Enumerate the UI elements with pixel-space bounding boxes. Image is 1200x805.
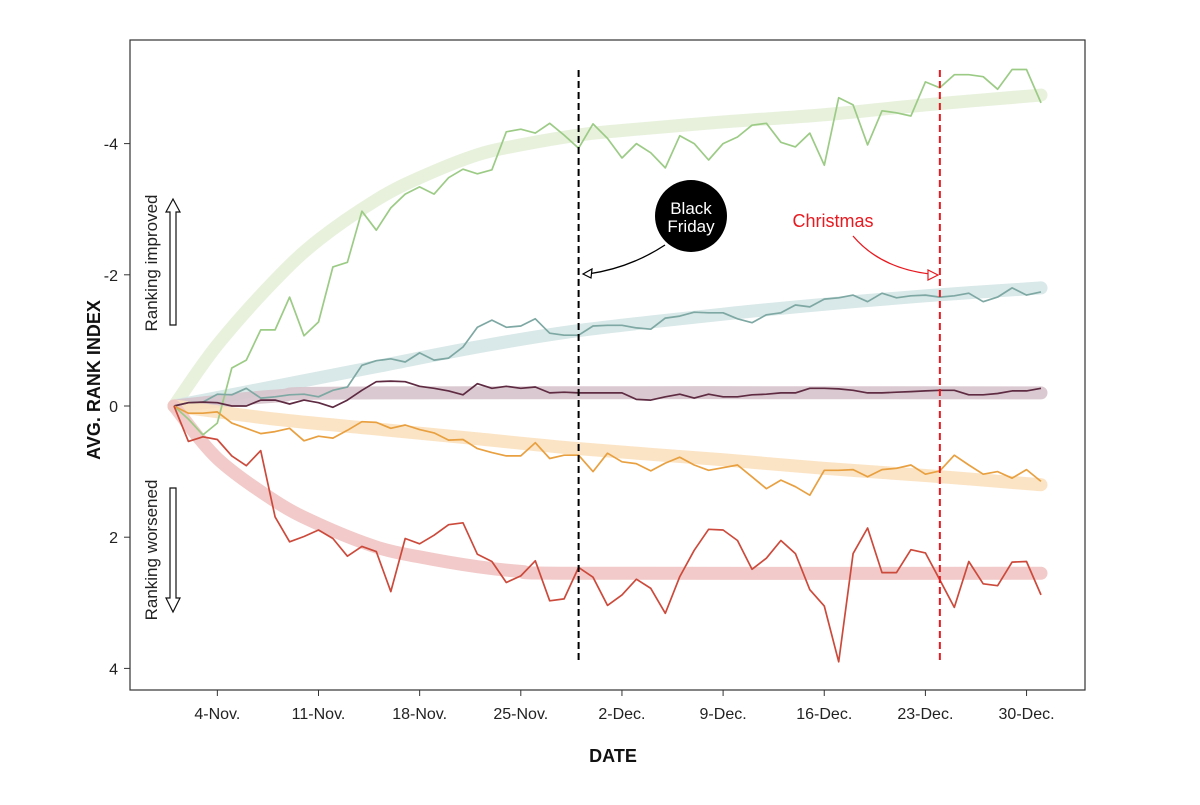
- black-friday-annotation: Black Friday: [581, 180, 727, 279]
- x-tick-label: 16-Dec.: [796, 706, 852, 723]
- x-tick-label: 4-Nov.: [194, 706, 240, 723]
- series-line-2: [173, 380, 1042, 409]
- x-ticks: 4-Nov. 11-Nov. 18-Nov. 25-Nov. 2-Dec. 9-Dec. 1…: [194, 690, 1055, 723]
- christmas-arrow: [852, 235, 931, 275]
- y-tick-label: -4: [104, 137, 118, 154]
- series-line-0: [173, 68, 1042, 436]
- x-tick-label: 11-Nov.: [292, 706, 346, 723]
- x-tick-label: 18-Nov.: [392, 706, 447, 723]
- x-tick-label: 23-Dec.: [897, 706, 953, 723]
- trend-line-3: [167, 399, 1048, 492]
- trend-line-0: [167, 88, 1048, 413]
- black-friday-label-line2: Friday: [667, 217, 715, 236]
- christmas-label: Christmas: [792, 211, 873, 231]
- ranking-worsened-label: Ranking worsened: [142, 480, 161, 621]
- arrow-up-icon: [164, 197, 182, 326]
- x-tick-label: 25-Nov.: [493, 706, 548, 723]
- trend-line-2: [167, 386, 1048, 413]
- arrow-head-icon: [581, 267, 593, 279]
- x-tick-label: 2-Dec.: [598, 706, 645, 723]
- x-axis-title: DATE: [589, 746, 637, 766]
- trend-line-1: [167, 281, 1048, 413]
- arrow-down-icon: [165, 487, 181, 614]
- series-lines: [173, 68, 1042, 663]
- series-line-1: [173, 287, 1042, 407]
- ranking-improved-label: Ranking improved: [142, 194, 161, 331]
- arrow-head-icon: [927, 269, 940, 281]
- y-axis-title: AVG. RANK INDEX: [84, 300, 104, 460]
- black-friday-arrow: [587, 244, 666, 275]
- black-friday-label-line1: Black: [670, 199, 712, 218]
- y-ticks: -4 -2 0 2 4: [104, 137, 130, 678]
- trend-line-4: [167, 399, 1048, 580]
- x-tick-label: 9-Dec.: [700, 706, 747, 723]
- trend-lines: [167, 88, 1048, 580]
- black-friday-badge: [655, 180, 727, 252]
- series-line-4: [173, 405, 1042, 663]
- y-tick-label: 4: [109, 661, 118, 678]
- christmas-annotation: Christmas: [792, 211, 940, 281]
- y-tick-label: 2: [109, 530, 118, 547]
- y-tick-label: -2: [104, 268, 118, 285]
- x-tick-label: 30-Dec.: [999, 706, 1055, 723]
- y-tick-label: 0: [109, 399, 118, 416]
- plot-frame: [129, 39, 1086, 691]
- series-line-3: [173, 405, 1042, 497]
